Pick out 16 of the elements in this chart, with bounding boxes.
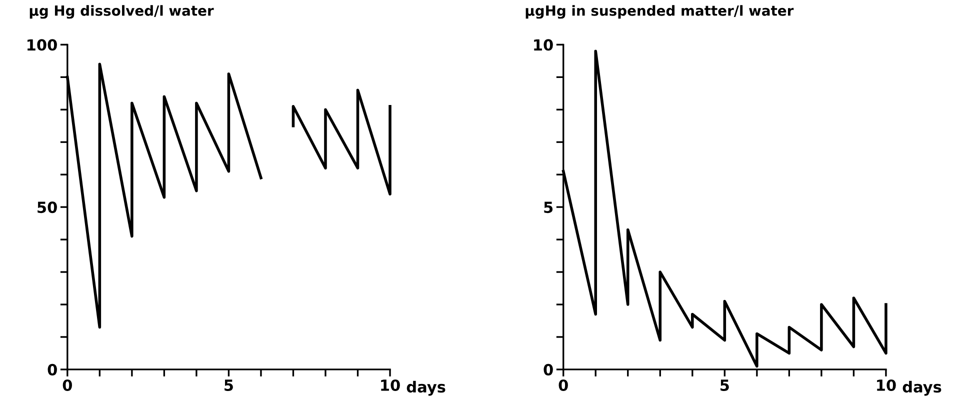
- x-tick-label: 5: [720, 380, 729, 392]
- x-tick-label: 10: [381, 379, 400, 392]
- x-tick-label: 0: [558, 379, 568, 392]
- x-tick-label: 0: [62, 379, 72, 392]
- y-tick-label: 10: [534, 39, 553, 51]
- y-tick-label: 50: [38, 202, 57, 214]
- y-tick-label: 100: [28, 39, 57, 51]
- x-tick-label: 10: [877, 379, 896, 392]
- x-axis-title: days: [902, 380, 942, 396]
- x-tick-label: 5: [224, 380, 233, 392]
- y-tick-label: 5: [544, 202, 553, 214]
- y-tick-label: 0: [544, 364, 553, 376]
- y-axis-title: µg Hg dissolved/l water: [30, 5, 214, 19]
- y-axis-title: µgHg in suspended matter/l water: [526, 5, 794, 19]
- y-tick-label: 0: [48, 364, 57, 376]
- x-axis-title: days: [406, 380, 446, 396]
